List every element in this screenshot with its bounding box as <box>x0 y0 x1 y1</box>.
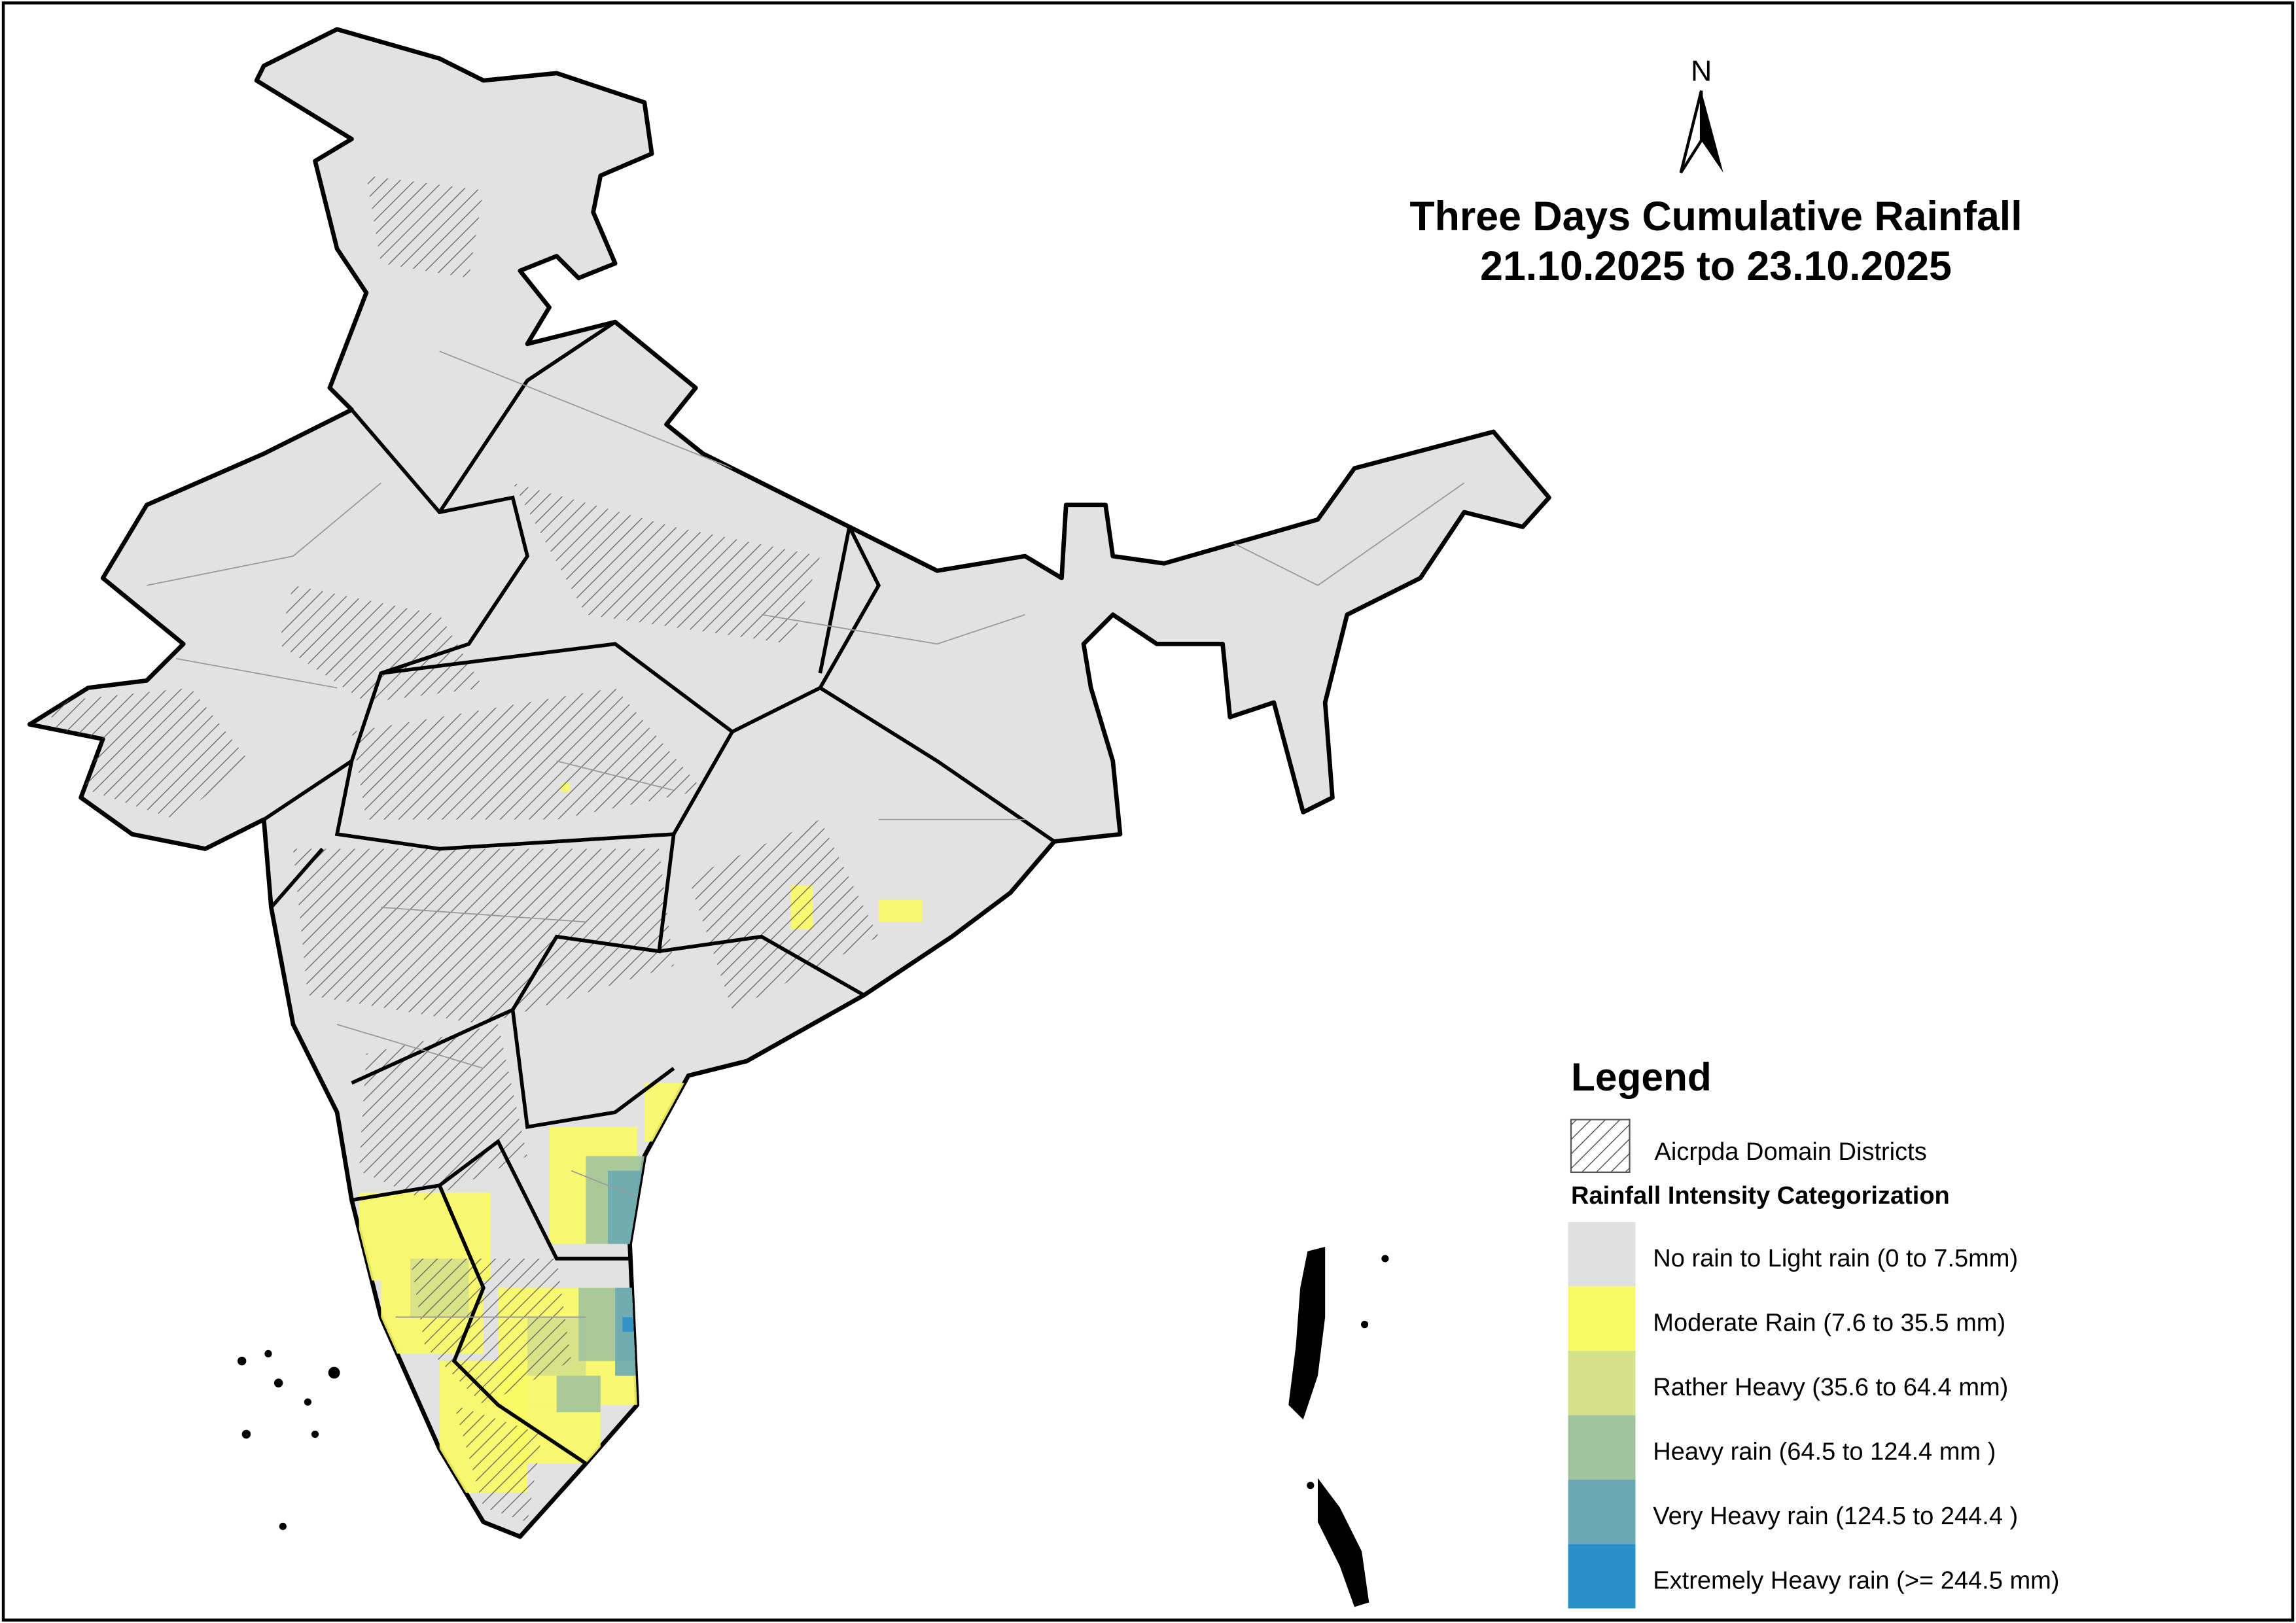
district-boundaries <box>147 351 1465 1318</box>
legend-label: Heavy rain (64.5 to 124.4 mm ) <box>1653 1439 1996 1466</box>
title-line2: 21.10.2025 to 23.10.2025 <box>1480 243 1952 289</box>
legend-swatch <box>1568 1350 1636 1416</box>
rain-patch <box>878 899 923 922</box>
legend-label: No rain to Light rain (0 to 7.5mm) <box>1653 1245 2018 1272</box>
islands <box>237 1247 1389 1607</box>
rain-patch <box>622 1317 635 1332</box>
legend-subtitle: Rainfall Intensity Categorization <box>1571 1182 1950 1210</box>
legend-swatch <box>1568 1415 1636 1480</box>
legend-label: Rather Heavy (35.6 to 64.4 mm) <box>1653 1374 2008 1401</box>
title-line1: Three Days Cumulative Rainfall <box>1409 194 2022 239</box>
legend-swatch <box>1568 1544 1636 1609</box>
north-label: N <box>1691 55 1712 88</box>
legend: Legend Aicrpda Domain Districts Rainfall… <box>1568 1055 2059 1609</box>
legend-label: Moderate Rain (7.6 to 35.5 mm) <box>1653 1310 2005 1337</box>
legend-swatch <box>1568 1222 1636 1287</box>
north-arrow: N <box>1679 55 1723 174</box>
state-boundaries <box>262 320 1055 1465</box>
domain-label: Aicrpda Domain Districts <box>1655 1138 1927 1166</box>
legend-label: Very Heavy rain (124.5 to 244.4 ) <box>1653 1503 2018 1530</box>
legend-title: Legend <box>1571 1055 1712 1099</box>
domain-districts <box>44 175 879 1522</box>
domain-swatch <box>1570 1119 1631 1174</box>
legend-label: Extremely Heavy rain (>= 244.5 mm) <box>1653 1567 2059 1594</box>
legend-swatch <box>1568 1286 1636 1351</box>
legend-swatch <box>1568 1479 1636 1544</box>
rain-patch <box>556 1375 601 1412</box>
map-fill <box>44 175 1465 1522</box>
